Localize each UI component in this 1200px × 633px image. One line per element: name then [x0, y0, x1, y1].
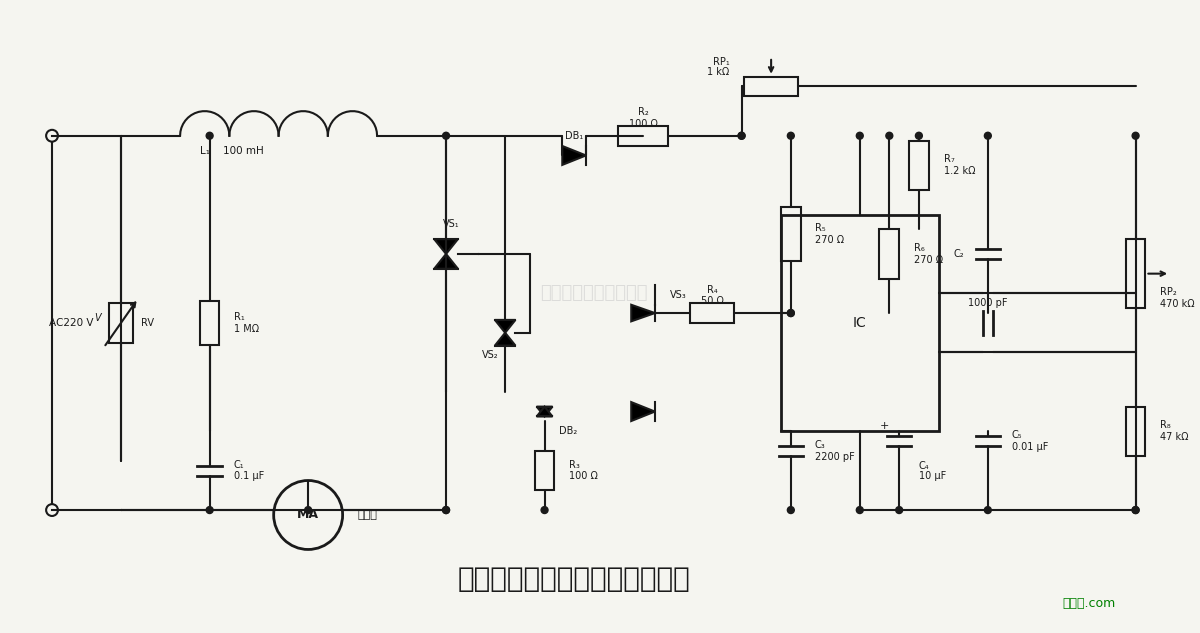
- Circle shape: [443, 506, 450, 513]
- Bar: [781, 207, 800, 261]
- Circle shape: [984, 132, 991, 139]
- Text: L₁    100 mH: L₁ 100 mH: [199, 146, 264, 156]
- Circle shape: [787, 310, 794, 316]
- Circle shape: [206, 506, 214, 513]
- Bar: [109, 303, 133, 342]
- Circle shape: [857, 132, 863, 139]
- Text: 电动机: 电动机: [358, 510, 377, 520]
- Bar: [880, 229, 899, 279]
- Circle shape: [787, 310, 794, 316]
- Circle shape: [305, 506, 312, 513]
- Text: 接线图.com: 接线图.com: [1063, 597, 1116, 610]
- Bar: [781, 215, 938, 431]
- Text: RV: RV: [142, 318, 154, 328]
- Circle shape: [443, 506, 450, 513]
- Bar: [1126, 239, 1146, 308]
- Polygon shape: [563, 146, 586, 165]
- Text: R₈
47 kΩ: R₈ 47 kΩ: [1160, 420, 1189, 442]
- Text: DB₁: DB₁: [565, 131, 583, 141]
- Bar: [744, 77, 798, 96]
- Text: +: +: [880, 422, 889, 431]
- Text: 杭州将睿科技有限公司: 杭州将睿科技有限公司: [540, 284, 648, 303]
- Polygon shape: [536, 406, 552, 417]
- Text: MA: MA: [298, 508, 319, 522]
- Circle shape: [886, 132, 893, 139]
- Circle shape: [541, 506, 548, 513]
- Bar: [535, 451, 554, 491]
- Text: C₁
0.1 μF: C₁ 0.1 μF: [234, 460, 264, 482]
- Text: 1 kΩ: 1 kΩ: [707, 66, 730, 77]
- Text: R₇
1.2 kΩ: R₇ 1.2 kΩ: [943, 154, 976, 176]
- Polygon shape: [536, 406, 552, 417]
- Bar: [1126, 406, 1146, 456]
- Text: RP₁: RP₁: [713, 57, 730, 67]
- Text: VS₁: VS₁: [443, 220, 460, 229]
- Text: C₄: C₄: [919, 461, 930, 471]
- Text: IC: IC: [853, 316, 866, 330]
- Text: R₁
1 MΩ: R₁ 1 MΩ: [234, 312, 259, 334]
- Text: C₃
2200 pF: C₃ 2200 pF: [815, 440, 854, 461]
- Polygon shape: [631, 304, 655, 322]
- Text: DB₂: DB₂: [559, 426, 577, 436]
- Text: RP₂
470 kΩ: RP₂ 470 kΩ: [1160, 287, 1195, 309]
- Text: VS₂: VS₂: [482, 351, 499, 360]
- Circle shape: [984, 506, 991, 513]
- Text: C₅
0.01 μF: C₅ 0.01 μF: [1012, 430, 1049, 452]
- Text: VS₃: VS₃: [670, 290, 686, 300]
- Text: AC220 V: AC220 V: [49, 318, 94, 328]
- Text: R₅
270 Ω: R₅ 270 Ω: [816, 223, 845, 245]
- Circle shape: [1132, 506, 1139, 513]
- Polygon shape: [434, 254, 458, 269]
- Circle shape: [895, 506, 902, 513]
- Circle shape: [787, 506, 794, 513]
- Circle shape: [443, 132, 450, 139]
- Text: R₂
100 Ω: R₂ 100 Ω: [629, 107, 658, 128]
- Bar: [690, 303, 734, 323]
- Text: 单相电动缝纫机节电器电路原理: 单相电动缝纫机节电器电路原理: [457, 565, 690, 593]
- Text: V: V: [94, 313, 101, 323]
- Circle shape: [1132, 506, 1139, 513]
- Polygon shape: [494, 320, 516, 333]
- Circle shape: [738, 132, 745, 139]
- Polygon shape: [434, 239, 458, 254]
- Text: 10 μF: 10 μF: [919, 470, 946, 480]
- Bar: [910, 141, 929, 190]
- Text: 1000 pF: 1000 pF: [968, 298, 1008, 308]
- Circle shape: [857, 506, 863, 513]
- Text: R₃
100 Ω: R₃ 100 Ω: [569, 460, 598, 482]
- Polygon shape: [631, 402, 655, 421]
- Text: R₆
270 Ω: R₆ 270 Ω: [914, 243, 943, 265]
- Circle shape: [738, 132, 745, 139]
- Text: R₄
50 Ω: R₄ 50 Ω: [701, 284, 724, 306]
- Text: C₂: C₂: [953, 249, 964, 259]
- Circle shape: [916, 132, 923, 139]
- Circle shape: [1132, 132, 1139, 139]
- Circle shape: [787, 132, 794, 139]
- Polygon shape: [494, 333, 516, 346]
- Circle shape: [206, 132, 214, 139]
- Bar: [199, 301, 220, 345]
- Bar: [618, 126, 667, 146]
